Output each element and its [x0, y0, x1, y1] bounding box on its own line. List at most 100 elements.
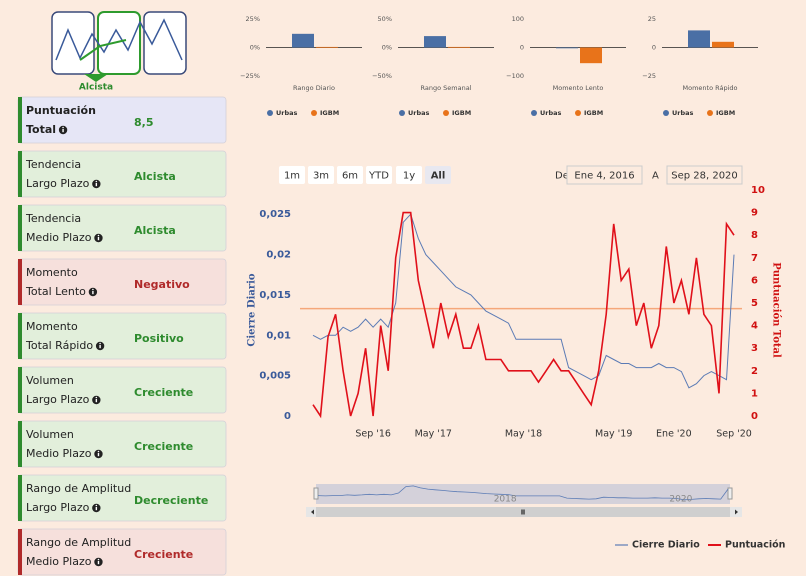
range-button[interactable]: YTD — [366, 166, 392, 184]
range-button-label[interactable]: 1y — [403, 171, 415, 182]
range-button[interactable]: 1y — [396, 166, 422, 184]
card-label: Volumen — [26, 428, 74, 441]
y-tick-label: −25% — [240, 72, 260, 80]
scroll-left[interactable] — [311, 509, 314, 515]
indicator-card: Momento Total Rápido Positivo — [17, 312, 227, 360]
y-tick-label: 0,01 — [266, 330, 291, 341]
y-tick-label: −25 — [642, 72, 656, 80]
legend-swatch — [311, 110, 317, 116]
range-button-bg[interactable] — [425, 166, 451, 184]
y-axis-label: Cierre Diario — [247, 273, 258, 347]
bar — [448, 46, 470, 48]
legend-label[interactable]: Cierre Diario — [632, 540, 700, 551]
legend-swatch — [707, 110, 713, 116]
range-button-bg[interactable] — [396, 166, 422, 184]
card-label: Medio Plazo — [26, 555, 92, 568]
navigator-handle[interactable] — [727, 487, 733, 500]
date-input[interactable] — [666, 165, 743, 185]
y-tick-label: 0 — [284, 411, 291, 422]
card-label: Total — [26, 123, 56, 136]
series-line — [312, 213, 735, 389]
range-button[interactable]: 1m — [279, 166, 305, 184]
card-label: Total Lento — [25, 285, 86, 298]
x-tick-label: May '19 — [595, 429, 632, 440]
info-icon-glyph — [95, 399, 98, 403]
range-button-label[interactable]: 6m — [342, 171, 358, 182]
x-tick-label: Ene '20 — [656, 429, 692, 440]
card-value: 8,5 — [134, 116, 154, 129]
bar — [580, 47, 602, 64]
y-tick-label: 100 — [512, 15, 524, 23]
range-button-bg[interactable] — [279, 166, 305, 184]
info-icon-glyph — [92, 288, 94, 291]
range-button-label[interactable]: All — [431, 171, 446, 182]
range-button-bg[interactable] — [337, 166, 363, 184]
date-label: De — [555, 171, 569, 182]
series-line — [312, 211, 735, 419]
card-value: Decreciente — [134, 494, 208, 507]
scrollbar-grip — [521, 509, 525, 515]
x-axis-label: Rango Semanal — [421, 84, 472, 92]
indicator-card: Volumen Medio Plazo Creciente — [17, 420, 227, 468]
card-accent — [18, 367, 22, 413]
card-label: Volumen — [26, 374, 74, 387]
y2-axis-label: Puntuación Total — [771, 262, 782, 358]
card-label: Puntuación — [26, 104, 96, 117]
legend-swatch — [575, 110, 581, 116]
range-button[interactable]: 3m — [308, 166, 334, 184]
card-accent — [18, 205, 22, 251]
indicator-card: Rango de Amplitud Medio Plazo Creciente — [17, 528, 227, 576]
card-label: Tendencia — [25, 212, 81, 225]
info-icon-glyph — [97, 558, 100, 561]
navigator-handle[interactable] — [313, 487, 319, 500]
card-value: Creciente — [134, 386, 193, 399]
range-button-bg[interactable] — [308, 166, 334, 184]
legend-swatch — [531, 110, 537, 116]
info-icon-glyph — [97, 234, 100, 237]
range-button[interactable]: All — [425, 166, 451, 184]
legend-label[interactable]: Puntuación — [725, 540, 786, 551]
card-value: Positivo — [134, 332, 184, 345]
info-icon-glyph — [95, 396, 98, 399]
y-tick-label: 0% — [250, 44, 260, 52]
card-accent — [18, 259, 22, 305]
range-button-label[interactable]: 1m — [284, 171, 300, 182]
info-icon-glyph — [99, 345, 101, 349]
legend-label: Urbas — [408, 109, 430, 117]
bar — [712, 41, 734, 48]
card-value: Alcista — [134, 224, 176, 237]
x-axis-label: Momento Lento — [553, 84, 604, 92]
info-icon-glyph — [97, 450, 100, 453]
y2-tick-label: 8 — [751, 230, 758, 241]
y2-tick-label: 6 — [751, 275, 758, 286]
logo-label: Alcista — [79, 83, 113, 93]
bar — [292, 33, 314, 48]
card-accent — [18, 421, 22, 467]
logo-line — [55, 18, 183, 61]
bar — [316, 46, 338, 48]
date-input-value[interactable]: Ene 4, 2016 — [574, 171, 634, 182]
legend-label: IGBM — [716, 109, 735, 117]
info-icon-glyph — [95, 183, 98, 187]
range-button-label[interactable]: YTD — [368, 171, 389, 182]
indicator-card: Puntuación Total 8,5 — [17, 96, 227, 144]
range-button-bg[interactable] — [366, 166, 392, 184]
logo-pointer — [84, 74, 108, 82]
legend-swatch — [663, 110, 669, 116]
y2-tick-label: 7 — [751, 253, 758, 264]
range-button[interactable]: 6m — [337, 166, 363, 184]
range-button-label[interactable]: 3m — [313, 171, 329, 182]
scroll-right[interactable] — [735, 509, 738, 515]
y-tick-label: 0,015 — [259, 290, 291, 301]
y-tick-label: 0,005 — [259, 371, 291, 382]
y2-tick-label: 9 — [751, 208, 758, 219]
card-value: Alcista — [134, 170, 176, 183]
navigator-line — [317, 485, 729, 501]
y-tick-label: 0% — [382, 44, 392, 52]
date-input-value[interactable]: Sep 28, 2020 — [671, 171, 738, 182]
info-icon-glyph — [92, 291, 94, 295]
card-value: Creciente — [134, 548, 193, 561]
info-icon-glyph — [62, 126, 64, 129]
date-input[interactable] — [566, 165, 643, 185]
